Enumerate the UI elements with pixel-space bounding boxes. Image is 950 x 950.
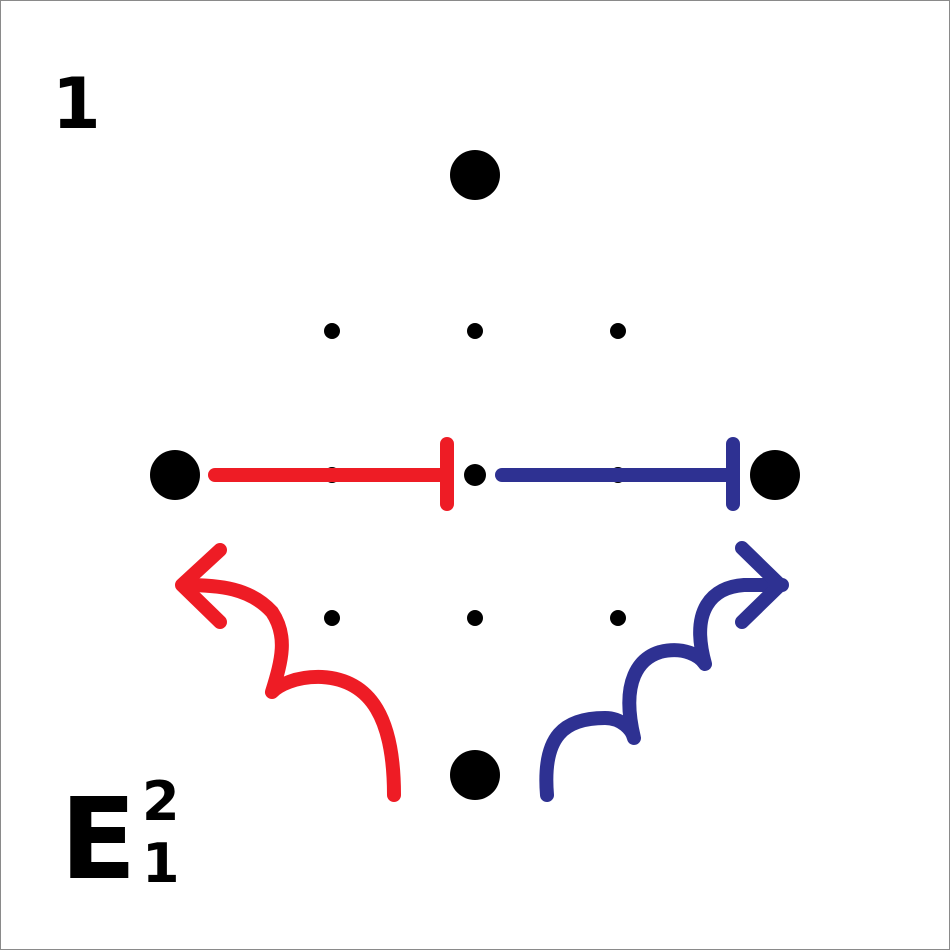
blue-bar-with-stop-icon <box>495 437 740 511</box>
small-dot <box>467 610 483 626</box>
small-dot <box>324 610 340 626</box>
small-dot <box>467 323 483 339</box>
large-dot-right <box>750 450 800 500</box>
large-dot-bottom <box>450 750 500 800</box>
term-superscript: 2 <box>142 770 180 833</box>
red-bar-with-stop-icon <box>208 437 454 511</box>
small-dot <box>464 464 486 486</box>
large-dots <box>150 150 800 800</box>
blue-wavy-arrow-icon <box>539 541 789 802</box>
term-subscript: 1 <box>142 832 180 895</box>
panel-number: 1 <box>52 63 101 145</box>
red-curved-arrow-icon <box>175 543 401 802</box>
small-dot <box>324 323 340 339</box>
small-dot <box>610 323 626 339</box>
small-dot <box>610 610 626 626</box>
term-symbol: E <box>60 775 137 905</box>
large-dot-top <box>450 150 500 200</box>
large-dot-left <box>150 450 200 500</box>
